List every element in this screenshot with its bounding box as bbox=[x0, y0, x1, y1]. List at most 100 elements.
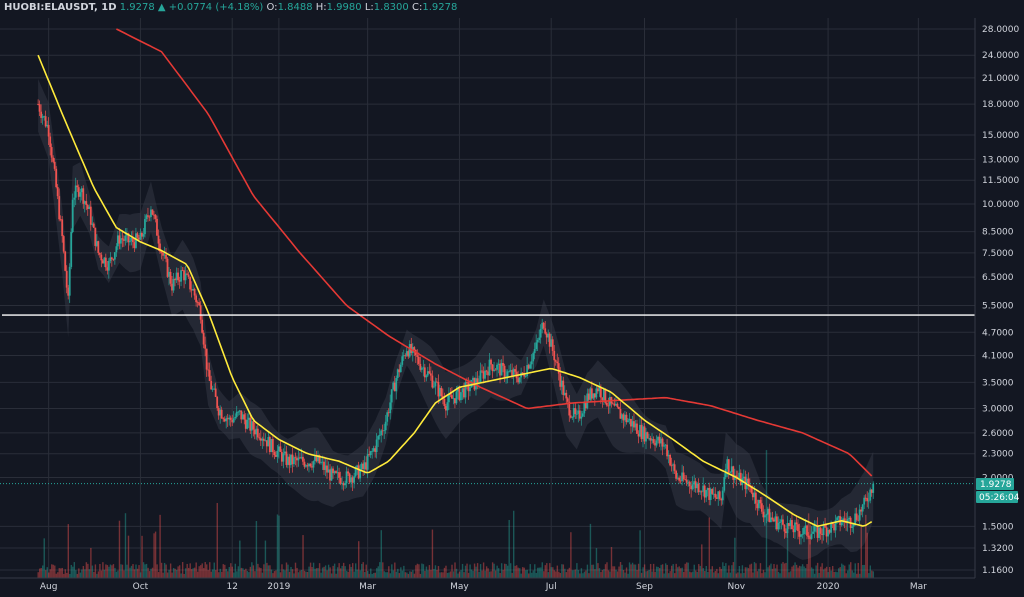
candle-body bbox=[794, 522, 796, 533]
volume-bar bbox=[773, 564, 775, 578]
volume-bar bbox=[264, 540, 267, 578]
volume-bar bbox=[686, 562, 688, 578]
candle-body bbox=[703, 485, 706, 498]
volume-bar bbox=[555, 571, 557, 578]
volume-bar bbox=[628, 562, 631, 578]
candle-body bbox=[681, 472, 684, 481]
volume-bar bbox=[329, 567, 331, 578]
volume-bar bbox=[531, 572, 533, 578]
candle-body bbox=[317, 455, 319, 462]
volume-bar bbox=[361, 563, 363, 578]
candle-body bbox=[98, 252, 101, 255]
candle-body bbox=[201, 319, 204, 333]
volume-bar bbox=[810, 567, 813, 578]
candle-body bbox=[512, 369, 515, 377]
candle-body bbox=[732, 466, 735, 480]
volume-bar bbox=[857, 562, 859, 578]
volume-bar bbox=[869, 565, 872, 578]
candle-body bbox=[256, 428, 259, 438]
candle-body bbox=[226, 418, 229, 420]
volume-bar bbox=[302, 535, 304, 578]
volume-bar bbox=[49, 569, 51, 578]
candle-body bbox=[797, 524, 799, 532]
volume-bar bbox=[248, 572, 250, 578]
x-tick-label: Mar bbox=[910, 582, 927, 592]
candle-body bbox=[572, 408, 575, 418]
open-label: O: bbox=[266, 2, 278, 13]
candle-body bbox=[776, 516, 778, 530]
volume-bar bbox=[633, 564, 635, 578]
volume-bar bbox=[231, 566, 234, 578]
volume-bar bbox=[677, 567, 679, 578]
last-price-badge-text: 1.9278 bbox=[980, 480, 1012, 490]
candle-body bbox=[517, 378, 520, 383]
candle-body bbox=[44, 116, 47, 127]
volume-bar bbox=[154, 531, 157, 578]
volume-bar bbox=[856, 573, 858, 578]
candle-body bbox=[452, 398, 455, 400]
candle-body bbox=[46, 124, 49, 127]
candle-body bbox=[309, 463, 312, 467]
volume-bar bbox=[678, 566, 680, 578]
volume-bar bbox=[506, 565, 509, 578]
candle-body bbox=[672, 464, 674, 466]
volume-bar bbox=[76, 573, 79, 578]
volume-bar bbox=[758, 568, 760, 578]
volume-bar bbox=[601, 570, 604, 578]
candle-body bbox=[804, 525, 807, 528]
candle-body bbox=[429, 373, 432, 376]
candle-body bbox=[50, 147, 53, 158]
candle-body bbox=[402, 355, 405, 357]
volume-bar bbox=[407, 573, 410, 578]
y-tick-label: 18.0000 bbox=[982, 100, 1019, 110]
candle-body bbox=[759, 499, 762, 504]
candle-body bbox=[198, 302, 201, 306]
volume-bar bbox=[37, 572, 39, 578]
candle-body bbox=[612, 403, 614, 405]
volume-bar bbox=[332, 565, 334, 578]
candle-body bbox=[204, 344, 207, 349]
candle-body bbox=[290, 454, 292, 466]
candle-body bbox=[303, 461, 306, 467]
candle-body bbox=[760, 503, 763, 512]
volume-bar bbox=[186, 563, 188, 578]
volume-bar bbox=[591, 564, 593, 578]
candle-body bbox=[392, 382, 395, 390]
candle-body bbox=[751, 492, 754, 498]
volume-bar bbox=[564, 568, 566, 578]
volume-bar bbox=[511, 572, 513, 578]
volume-bar bbox=[270, 569, 273, 578]
candle-body bbox=[423, 367, 426, 378]
candle-body bbox=[216, 396, 219, 409]
volume-bar bbox=[197, 571, 199, 578]
volume-bar bbox=[159, 514, 161, 578]
candle-body bbox=[554, 360, 557, 362]
volume-bar bbox=[151, 567, 154, 578]
volume-bar bbox=[117, 570, 119, 578]
candle-body bbox=[323, 461, 325, 470]
candle-body bbox=[375, 439, 378, 453]
candle-body bbox=[577, 410, 580, 414]
time-axis[interactable]: Aug Oct 12 2019 Mar May Jul Sep Nov 2020 Mar bbox=[0, 577, 975, 592]
candle-body bbox=[700, 491, 703, 493]
volume-bar bbox=[85, 562, 88, 578]
volume-bar bbox=[330, 573, 333, 578]
volume-bar bbox=[750, 563, 753, 578]
candle-body bbox=[77, 187, 80, 197]
candle-body bbox=[730, 466, 733, 472]
candle-body bbox=[754, 492, 757, 504]
candle-body bbox=[511, 370, 513, 377]
candle-body bbox=[544, 328, 547, 334]
volume-bar bbox=[613, 566, 616, 578]
price-axis[interactable]: 28.0000 24.0000 21.0000 18.0000 15.0000 13.00… bbox=[974, 18, 1019, 578]
volume-bar bbox=[680, 568, 682, 578]
volume-bar bbox=[734, 537, 736, 578]
candle-body bbox=[622, 414, 625, 421]
candle-body bbox=[368, 454, 371, 456]
candle-body bbox=[618, 407, 620, 410]
volume-bar bbox=[314, 568, 316, 578]
volume-bar bbox=[43, 538, 45, 578]
volume-bar bbox=[719, 566, 721, 578]
volume-bar bbox=[194, 567, 196, 578]
